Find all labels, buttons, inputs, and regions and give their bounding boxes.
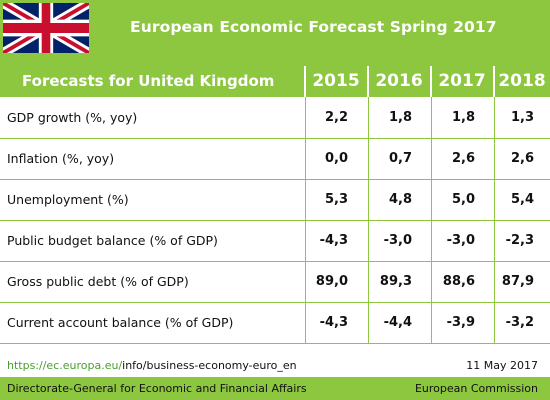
row-divider [0,220,550,221]
row-label: Public budget balance (% of GDP) [7,233,218,248]
header-divider [367,66,369,97]
value-cell: 87,9 [501,274,534,289]
table-header-label: Forecasts for United Kingdom [22,72,275,90]
value-cell: -4,4 [383,315,412,330]
value-cell: -2,3 [505,233,534,248]
value-cell: -3,9 [446,315,475,330]
value-cell: 4,8 [388,192,412,207]
value-cell: 0,7 [388,151,412,166]
row-divider [0,343,550,344]
table-row: Gross public debt (% of GDP) 89,0 89,3 8… [0,261,550,302]
row-label: Inflation (%, yoy) [7,151,115,166]
row-label: Gross public debt (% of GDP) [7,274,189,289]
row-divider [0,138,550,139]
year-header-2016: 2016 [375,71,423,91]
header-divider [304,66,306,97]
value-cell: 0,0 [324,151,348,166]
source-url-domain[interactable]: https://ec.europa.eu/ [7,359,123,372]
footer-directorate: Directorate-General for Economic and Fin… [7,382,307,395]
value-cell: 5,0 [451,192,475,207]
value-cell: -3,0 [446,233,475,248]
value-cell: 89,3 [379,274,412,289]
year-header-2018: 2018 [498,71,546,91]
row-label: GDP growth (%, yoy) [7,110,138,125]
row-label: Unemployment (%) [7,192,129,207]
year-header-2015: 2015 [312,71,360,91]
row-divider [0,302,550,303]
source-url-path[interactable]: info/business-economy-euro_en [122,359,297,372]
source-url[interactable]: https://ec.europa.eu/info/business-econo… [7,359,297,372]
value-cell: -4,3 [319,315,348,330]
value-cell: -3,2 [505,315,534,330]
value-cell: 1,8 [388,110,412,125]
value-cell: -3,0 [383,233,412,248]
value-cell: -4,3 [319,233,348,248]
table-row: Public budget balance (% of GDP) -4,3 -3… [0,220,550,261]
header-divider [430,66,432,97]
table-row: Current account balance (% of GDP) -4,3 … [0,302,550,343]
value-cell: 5,3 [324,192,348,207]
publication-date: 11 May 2017 [466,359,538,372]
row-divider [0,261,550,262]
value-cell: 1,8 [451,110,475,125]
table-row: GDP growth (%, yoy) 2,2 1,8 1,8 1,3 [0,97,550,138]
year-header-2017: 2017 [438,71,486,91]
header-divider [493,66,495,97]
table-header-row: Forecasts for United Kingdom 2015 2016 2… [0,66,550,97]
footer-bar: Directorate-General for Economic and Fin… [0,377,550,400]
value-cell: 5,4 [510,192,534,207]
value-cell: 1,3 [510,110,534,125]
row-divider [0,179,550,180]
value-cell: 88,6 [442,274,475,289]
value-cell: 2,2 [324,110,348,125]
table-row: Inflation (%, yoy) 0,0 0,7 2,6 2,6 [0,138,550,179]
page-title: European Economic Forecast Spring 2017 [130,18,497,36]
value-cell: 89,0 [315,274,348,289]
header-bar: European Economic Forecast Spring 2017 [0,0,550,66]
value-cell: 2,6 [451,151,475,166]
footer-commission: European Commission [414,382,538,395]
value-cell: 2,6 [510,151,534,166]
table-row: Unemployment (%) 5,3 4,8 5,0 5,4 [0,179,550,220]
united-kingdom-flag-icon [3,3,89,53]
row-label: Current account balance (% of GDP) [7,315,234,330]
